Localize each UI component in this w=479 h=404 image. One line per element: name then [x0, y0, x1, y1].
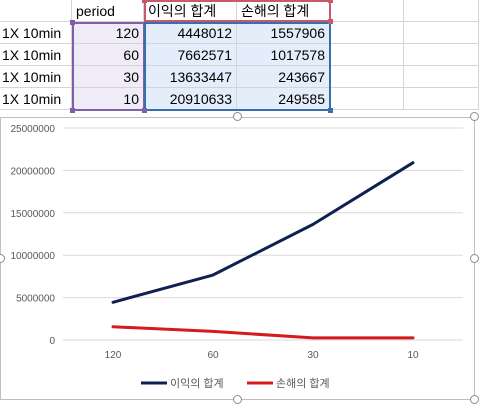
range-handle[interactable] — [328, 0, 333, 3]
x-tick-label: 60 — [207, 350, 219, 361]
cell-period[interactable]: 60 — [72, 44, 144, 66]
spreadsheet-grid[interactable]: period 이익의 합계 손해의 합계 1X 10min 120 444801… — [0, 0, 479, 116]
y-tick-label: 5000000 — [16, 294, 55, 305]
row-label[interactable]: 1X 10min — [0, 66, 72, 88]
range-handle[interactable] — [142, 108, 147, 113]
cell-empty[interactable] — [330, 88, 404, 110]
chart-resize-handle-top-right[interactable] — [470, 112, 479, 121]
chart-svg: 0 5000000 10000000 15000000 20000000 25000000… — [11, 124, 463, 390]
x-tick-label: 120 — [105, 350, 122, 361]
cell-empty[interactable] — [330, 0, 404, 22]
cell-loss[interactable]: 243667 — [237, 66, 330, 88]
header-profit-sum[interactable]: 이익의 합계 — [144, 0, 237, 22]
chart-legend: 이익의 합계 손해의 합계 — [141, 376, 330, 390]
chart-resize-handle-top[interactable] — [233, 112, 242, 121]
range-handle[interactable] — [328, 108, 333, 113]
cell-period[interactable]: 120 — [72, 22, 144, 44]
row-label[interactable]: 1X 10min — [0, 88, 72, 110]
x-tick-label: 10 — [407, 350, 419, 361]
range-handle[interactable] — [70, 108, 75, 113]
cell-empty[interactable] — [330, 44, 404, 66]
range-handle[interactable] — [70, 20, 75, 25]
chart-series — [111, 161, 415, 340]
y-tick-label: 15000000 — [11, 209, 56, 220]
cell-loss[interactable]: 249585 — [237, 88, 330, 110]
header-period[interactable]: period — [72, 0, 144, 22]
cell-empty[interactable] — [404, 66, 479, 88]
range-handle[interactable] — [142, 0, 147, 3]
loss-series-line — [111, 325, 415, 340]
row-label[interactable]: 1X 10min — [0, 44, 72, 66]
row-label[interactable]: 1X 10min — [0, 22, 72, 44]
y-tick-label: 10000000 — [11, 251, 56, 262]
header-loss-sum[interactable]: 손해의 합계 — [237, 0, 330, 22]
chart-resize-handle-bottom[interactable] — [233, 395, 242, 404]
cell-profit[interactable]: 20910633 — [144, 88, 237, 110]
chart-resize-handle-right[interactable] — [470, 254, 479, 263]
cell-empty[interactable] — [404, 0, 479, 22]
cell-empty[interactable] — [404, 22, 479, 44]
y-tick-label: 0 — [49, 336, 55, 347]
cell-header-blank[interactable] — [0, 0, 72, 22]
cell-period[interactable]: 10 — [72, 88, 144, 110]
y-tick-label: 25000000 — [11, 124, 56, 135]
y-tick-label: 20000000 — [11, 166, 56, 177]
y-axis-labels: 0 5000000 10000000 15000000 20000000 25000000 — [11, 124, 56, 347]
cell-profit[interactable]: 4448012 — [144, 22, 237, 44]
chart-resize-handle-bottom-right[interactable] — [470, 395, 479, 404]
cell-profit[interactable]: 7662571 — [144, 44, 237, 66]
x-tick-label: 30 — [307, 350, 319, 361]
cell-empty[interactable] — [404, 88, 479, 110]
cell-period[interactable]: 30 — [72, 66, 144, 88]
cell-empty[interactable] — [404, 44, 479, 66]
range-handle[interactable] — [328, 19, 333, 24]
legend-label: 손해의 합계 — [276, 376, 330, 390]
x-axis-labels: 120 60 30 10 — [105, 350, 419, 361]
profit-series-line — [111, 161, 415, 304]
cell-empty[interactable] — [330, 66, 404, 88]
cell-empty[interactable] — [330, 22, 404, 44]
cell-loss[interactable]: 1557906 — [237, 22, 330, 44]
legend-item-loss: 손해의 합계 — [247, 376, 330, 390]
cell-loss[interactable]: 1017578 — [237, 44, 330, 66]
chart-gridlines — [63, 127, 463, 341]
cell-profit[interactable]: 13633447 — [144, 66, 237, 88]
legend-item-profit: 이익의 합계 — [141, 377, 224, 390]
chart-resize-handle-left[interactable] — [0, 254, 5, 263]
legend-label: 이익의 합계 — [170, 377, 224, 390]
line-chart[interactable]: 0 5000000 10000000 15000000 20000000 25000000… — [0, 117, 475, 400]
